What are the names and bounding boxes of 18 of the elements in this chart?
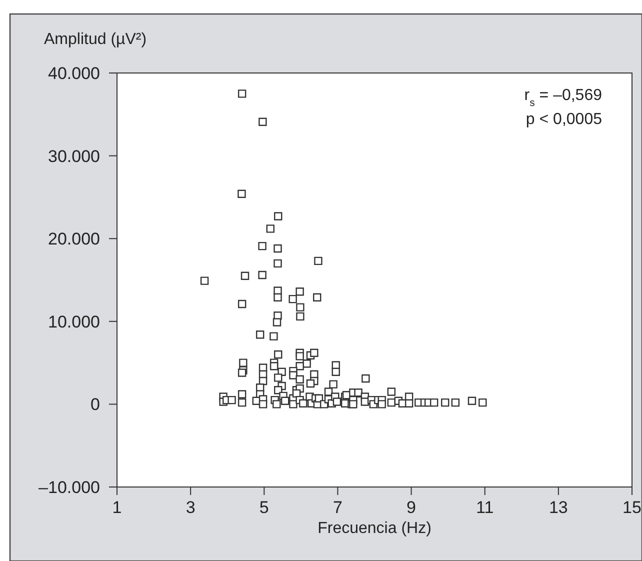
y-tick-label: 30.000 — [48, 146, 100, 166]
x-axis-title: Frecuencia (Hz) — [318, 520, 432, 537]
x-tick-label: 15 — [622, 498, 642, 517]
x-tick-label: 11 — [476, 498, 494, 517]
y-tick-label: 40.000 — [48, 64, 100, 83]
y-tick-label: 0 — [90, 395, 100, 414]
y-tick-label: –10.000 — [38, 478, 100, 497]
x-tick-label: 7 — [332, 498, 342, 517]
x-tick-label: 5 — [259, 498, 269, 517]
y-tick-label: 20.000 — [48, 230, 100, 249]
x-tick-label: 9 — [406, 498, 416, 517]
annotation: p < 0,0005 — [526, 111, 602, 128]
x-tick-label: 13 — [548, 498, 568, 517]
x-tick-label: 3 — [186, 498, 196, 517]
y-axis-title: Amplitud (µV²) — [44, 31, 147, 48]
x-tick-label: 1 — [112, 498, 122, 517]
y-tick-label: 10.000 — [48, 312, 100, 332]
annotation: r$_{s}$ = –0,569 — [524, 87, 602, 108]
